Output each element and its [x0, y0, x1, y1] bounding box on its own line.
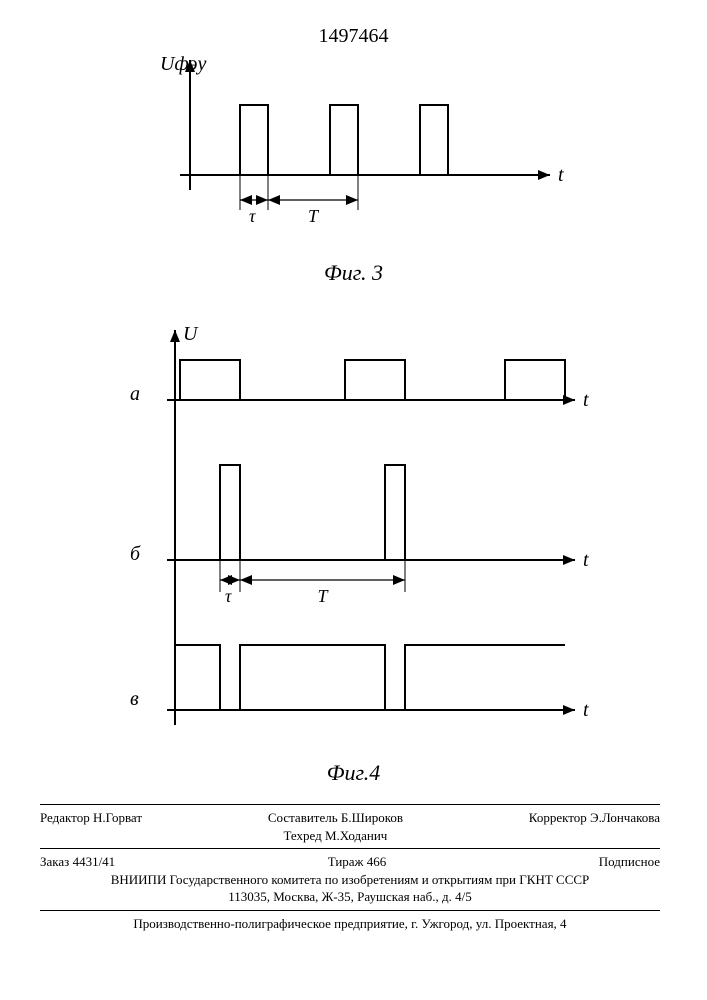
- fig3-caption: Фиг. 3: [0, 260, 707, 286]
- fig3: Uфэу t τ T: [130, 50, 570, 260]
- order: Заказ 4431/41: [40, 853, 115, 871]
- svg-text:t: t: [583, 389, 589, 411]
- svg-text:в: в: [130, 688, 139, 710]
- svg-text:τ: τ: [225, 586, 232, 606]
- svg-text:τ: τ: [249, 206, 256, 226]
- podpis: Подписное: [599, 853, 660, 871]
- svg-text:t: t: [583, 549, 589, 571]
- imprint-footer: Редактор Н.Горват Составитель Б.Широков …: [40, 800, 660, 932]
- svg-text:Uфэу: Uфэу: [160, 53, 206, 75]
- svg-text:T: T: [318, 586, 330, 606]
- svg-text:U: U: [183, 323, 199, 345]
- divider: [40, 910, 660, 911]
- svg-text:T: T: [308, 206, 320, 226]
- doc-number: 1497464: [0, 25, 707, 48]
- addr1: 113035, Москва, Ж-35, Раушская наб., д. …: [40, 888, 660, 906]
- svg-text:t: t: [583, 699, 589, 721]
- corrector: Корректор Э.Лончакова: [529, 809, 660, 844]
- divider: [40, 848, 660, 849]
- fig4: Ut а t б τ Tt в: [95, 310, 615, 760]
- addr2: Производственно-полиграфическое предприя…: [40, 915, 660, 933]
- fig4-caption: Фиг.4: [0, 760, 707, 786]
- editor: Редактор Н.Горват: [40, 809, 142, 844]
- compiler-techred: Составитель Б.Широков Техред М.Ходанич: [268, 809, 403, 844]
- tiraj: Тираж 466: [328, 853, 387, 871]
- org: ВНИИПИ Государственного комитета по изоб…: [40, 871, 660, 889]
- divider: [40, 804, 660, 805]
- svg-text:t: t: [558, 164, 564, 186]
- svg-text:б: б: [130, 543, 141, 565]
- svg-text:а: а: [130, 383, 140, 405]
